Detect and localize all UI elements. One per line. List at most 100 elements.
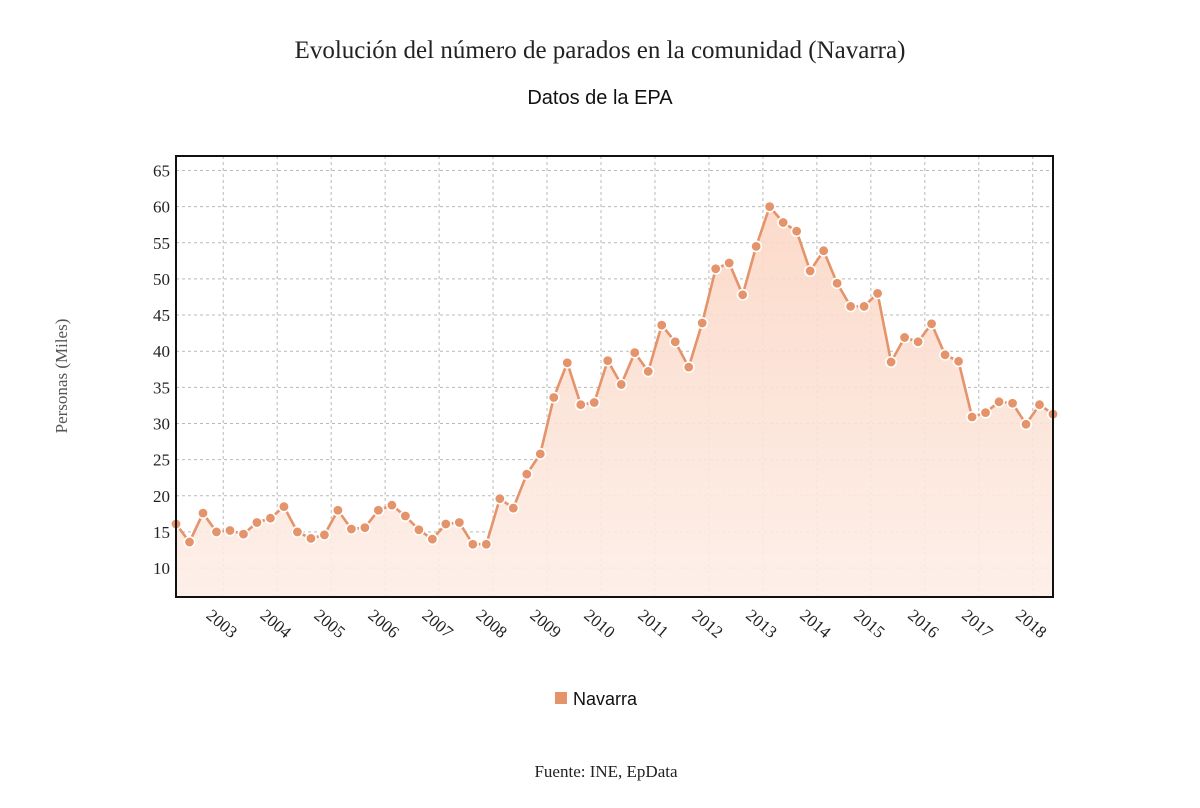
data-point[interactable] <box>736 288 749 301</box>
data-point[interactable] <box>277 500 290 513</box>
legend-swatch <box>555 692 567 704</box>
data-point[interactable] <box>264 512 277 525</box>
data-point[interactable] <box>682 361 695 374</box>
data-point[interactable] <box>399 510 412 523</box>
x-tick-label: 2017 <box>958 606 997 643</box>
data-point[interactable] <box>493 492 506 505</box>
x-tick-label: 2018 <box>1012 606 1050 642</box>
data-point[interactable] <box>250 516 263 529</box>
x-tick-label: 2015 <box>850 606 888 642</box>
y-tick-labels: 10 15 20 25 30 35 40 45 50 55 60 65 <box>153 161 170 578</box>
data-point[interactable] <box>183 536 196 549</box>
y-tick-label: 25 <box>153 451 170 470</box>
x-tick-label: 2007 <box>419 606 458 643</box>
y-tick-label: 60 <box>153 198 170 217</box>
data-point[interactable] <box>939 348 952 361</box>
data-point[interactable] <box>615 378 628 391</box>
data-point[interactable] <box>318 528 331 541</box>
data-point[interactable] <box>439 517 452 530</box>
x-tick-label: 2008 <box>472 606 510 642</box>
chart-subtitle: Datos de la EPA <box>527 87 673 109</box>
series-area-navarra <box>176 206 1053 597</box>
y-tick-label: 65 <box>153 161 170 180</box>
x-tick-label: 2014 <box>796 606 835 643</box>
data-point[interactable] <box>547 391 560 404</box>
data-point[interactable] <box>223 524 236 537</box>
y-tick-label: 50 <box>153 270 170 289</box>
x-tick-label: 2004 <box>257 606 296 643</box>
data-point[interactable] <box>426 533 439 546</box>
data-point[interactable] <box>1020 418 1033 431</box>
data-point[interactable] <box>412 523 425 536</box>
data-point[interactable] <box>480 538 493 551</box>
data-point[interactable] <box>817 244 830 257</box>
data-point[interactable] <box>534 447 547 460</box>
data-point[interactable] <box>210 525 223 538</box>
y-tick-label: 40 <box>153 342 170 361</box>
legend[interactable]: Navarra <box>555 689 638 709</box>
data-point[interactable] <box>709 262 722 275</box>
data-point[interactable] <box>966 410 979 423</box>
x-tick-label: 2016 <box>904 606 942 642</box>
data-point[interactable] <box>507 502 520 515</box>
data-point[interactable] <box>777 216 790 229</box>
data-point[interactable] <box>1033 398 1046 411</box>
data-point[interactable] <box>979 406 992 419</box>
data-point[interactable] <box>358 521 371 534</box>
x-tick-label: 2006 <box>365 606 403 642</box>
data-point[interactable] <box>453 516 466 529</box>
data-point[interactable] <box>993 395 1006 408</box>
x-tick-label: 2005 <box>311 606 349 642</box>
data-points <box>170 200 1060 551</box>
data-point[interactable] <box>345 523 358 536</box>
data-point[interactable] <box>628 346 641 359</box>
x-tick-label: 2011 <box>634 606 672 642</box>
data-point[interactable] <box>588 396 601 409</box>
data-point[interactable] <box>466 538 479 551</box>
data-point[interactable] <box>237 528 250 541</box>
data-point[interactable] <box>925 317 938 330</box>
data-point[interactable] <box>642 365 655 378</box>
data-point[interactable] <box>196 507 209 520</box>
y-tick-label: 30 <box>153 414 170 433</box>
data-point[interactable] <box>844 300 857 313</box>
data-point[interactable] <box>790 225 803 238</box>
data-point[interactable] <box>898 331 911 344</box>
chart-title: Evolución del número de parados en la co… <box>295 37 906 64</box>
data-point[interactable] <box>601 354 614 367</box>
data-point[interactable] <box>385 499 398 512</box>
data-point[interactable] <box>574 398 587 411</box>
y-tick-label: 10 <box>153 559 170 578</box>
data-point[interactable] <box>831 277 844 290</box>
plot-frame <box>175 155 1054 598</box>
x-tick-label: 2009 <box>526 606 564 642</box>
data-point[interactable] <box>696 317 709 330</box>
source-note: Fuente: INE, EpData <box>534 762 677 781</box>
x-tick-label: 2013 <box>742 606 780 642</box>
data-point[interactable] <box>1006 397 1019 410</box>
x-tick-label: 2010 <box>580 606 618 642</box>
x-tick-label: 2012 <box>688 606 726 642</box>
data-point[interactable] <box>952 355 965 368</box>
y-tick-label: 35 <box>153 378 170 397</box>
y-tick-label: 45 <box>153 306 170 325</box>
data-point[interactable] <box>291 525 304 538</box>
data-point[interactable] <box>304 532 317 545</box>
data-point[interactable] <box>858 300 871 313</box>
data-point[interactable] <box>520 468 533 481</box>
data-point[interactable] <box>885 356 898 369</box>
data-point[interactable] <box>804 264 817 277</box>
data-point[interactable] <box>763 200 776 213</box>
data-point[interactable] <box>655 319 668 332</box>
data-point[interactable] <box>372 504 385 517</box>
data-point[interactable] <box>331 504 344 517</box>
data-point[interactable] <box>912 335 925 348</box>
data-point[interactable] <box>723 256 736 269</box>
data-point[interactable] <box>871 287 884 300</box>
x-tick-labels: 2003 2004 2005 2006 2007 2008 2009 2010 2011 2012… <box>203 606 1051 643</box>
data-point[interactable] <box>750 240 763 253</box>
legend-label: Navarra <box>573 689 638 709</box>
data-point[interactable] <box>561 356 574 369</box>
data-point[interactable] <box>669 335 682 348</box>
